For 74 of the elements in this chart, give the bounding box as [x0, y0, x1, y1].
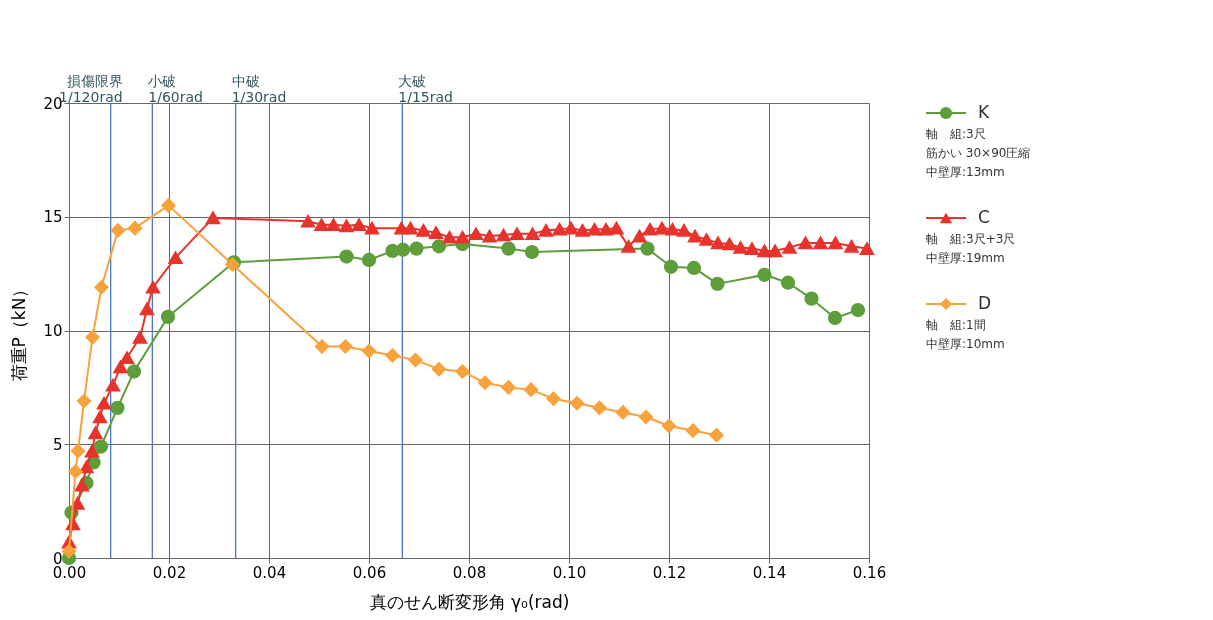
- point: [431, 362, 447, 377]
- y-tick-label: 10: [43, 322, 63, 340]
- text: 軸 組:3尺: [926, 127, 986, 141]
- x-tick-label: 0.06: [352, 563, 387, 582]
- legend-label: D: [978, 293, 992, 313]
- x-tick-label: 0.02: [152, 563, 187, 582]
- x-tick-label: 0.16: [852, 563, 887, 582]
- point: [339, 249, 354, 264]
- ref-line-label: 大破 1/15rad: [398, 73, 454, 105]
- point: [569, 396, 585, 411]
- x-tick-label: 0.00: [52, 563, 87, 582]
- point: [338, 339, 353, 354]
- point: [501, 380, 516, 395]
- point: [126, 364, 142, 379]
- point: [70, 443, 86, 459]
- legend-label: K: [978, 102, 990, 122]
- point: [85, 330, 100, 345]
- point: [93, 439, 109, 454]
- point: [710, 276, 725, 291]
- x-tick-label: 0.12: [652, 563, 687, 582]
- x-tick-label: 0.10: [552, 563, 587, 582]
- point: [685, 423, 701, 438]
- point: [757, 267, 772, 282]
- ref-line-label: 中破 1/30rad: [231, 73, 287, 105]
- point: [780, 275, 796, 290]
- point: [314, 339, 330, 354]
- ref-line-label: 小破 1/60rad: [148, 73, 204, 105]
- point: [501, 241, 516, 256]
- text: 軸 組:3尺+3尺: [926, 232, 1016, 246]
- text: 中壁厚:19mm: [926, 251, 1005, 265]
- x-axis-title: 真のせん断変形角 γ₀(rad): [369, 591, 570, 612]
- point: [110, 400, 125, 415]
- point: [850, 302, 866, 318]
- text: 中壁厚:13mm: [926, 165, 1005, 179]
- point: [524, 244, 540, 260]
- x-tick-label: 0.14: [752, 563, 787, 582]
- point: [76, 393, 92, 409]
- text: 軸 組:1間: [926, 318, 986, 332]
- point: [455, 364, 470, 379]
- point: [409, 241, 424, 256]
- y-tick-label: 5: [52, 435, 63, 454]
- point: [161, 198, 176, 213]
- point: [395, 242, 411, 257]
- point: [827, 310, 843, 326]
- point: [160, 309, 176, 324]
- point: [361, 252, 377, 268]
- point: [110, 223, 126, 238]
- point: [640, 241, 655, 256]
- point: [661, 418, 677, 434]
- point: [361, 343, 377, 359]
- point: [523, 382, 539, 397]
- y-tick-label: 15: [43, 208, 63, 227]
- point: [592, 400, 607, 415]
- point: [68, 464, 83, 479]
- point: [385, 348, 400, 363]
- point: [127, 221, 143, 236]
- point: [431, 239, 447, 254]
- legend-label: C: [978, 207, 990, 227]
- point: [477, 375, 493, 390]
- x-tick-label: 0.04: [252, 563, 287, 582]
- point: [709, 428, 724, 443]
- y-axis-title: 荷重P（kN）: [9, 280, 30, 382]
- point: [663, 259, 679, 274]
- point: [61, 544, 77, 559]
- x-tick-label: 0.08: [452, 563, 487, 582]
- text: 筋かい 30×90圧縮: [926, 146, 1031, 160]
- point: [408, 352, 423, 368]
- point: [686, 260, 702, 276]
- point: [804, 291, 819, 306]
- point: [615, 405, 631, 420]
- point: [546, 391, 561, 406]
- text: 中壁厚:10mm: [926, 337, 1005, 351]
- point: [638, 409, 654, 425]
- point: [94, 280, 109, 295]
